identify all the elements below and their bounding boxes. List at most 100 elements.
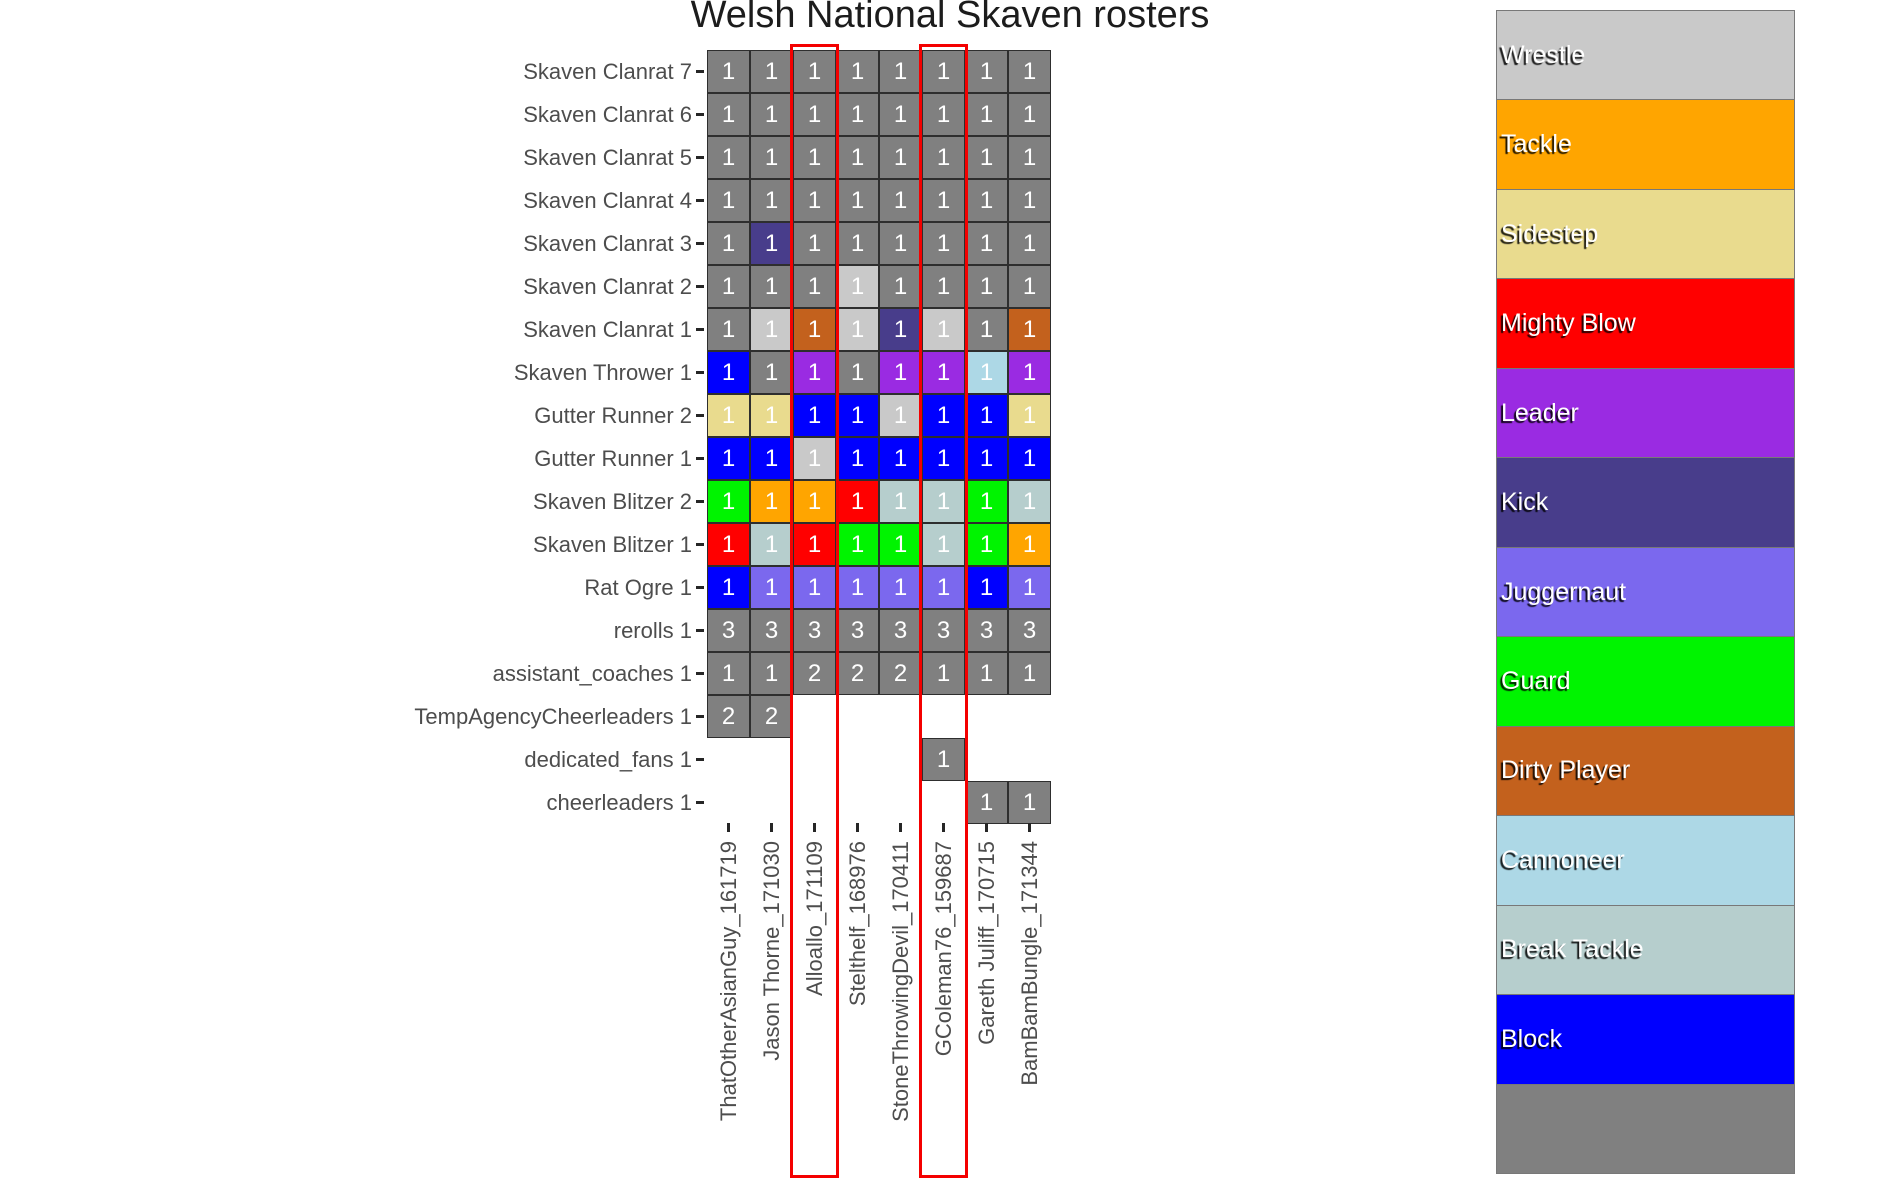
- legend-item: Wrestle: [1497, 11, 1794, 101]
- heatmap-cell: 1: [922, 566, 965, 609]
- heatmap-cell: 1: [922, 265, 965, 308]
- heatmap-cell: 1: [793, 308, 836, 351]
- heatmap-cell: 1: [965, 566, 1008, 609]
- heatmap-cell: 1: [750, 566, 793, 609]
- row-label: dedicated_fans 1: [524, 747, 692, 772]
- chart-title: Welsh National Skaven rosters: [690, 0, 1210, 36]
- column-tick: [727, 823, 730, 832]
- column-label: Gareth Juliff_170715: [973, 841, 999, 1045]
- heatmap-cell: 1: [965, 652, 1008, 695]
- heatmap-cell: 1: [793, 437, 836, 480]
- heatmap-cell: 1: [750, 93, 793, 136]
- heatmap-cell: 1: [879, 50, 922, 93]
- row-tick: [696, 715, 704, 718]
- legend-item: Break Tackle: [1497, 905, 1794, 996]
- heatmap-cell: 1: [836, 136, 879, 179]
- row-tick: [696, 672, 704, 675]
- heatmap-cell: 1: [793, 222, 836, 265]
- column-tick: [942, 823, 945, 832]
- heatmap-cell: 1: [750, 523, 793, 566]
- column-label: ThatOtherAsianGuy_161719: [715, 841, 741, 1122]
- row-tick: [696, 758, 704, 761]
- heatmap-cell: 1: [836, 265, 879, 308]
- legend-item: Juggernaut: [1497, 547, 1794, 638]
- column-tick: [856, 823, 859, 832]
- heatmap-cell: 1: [965, 50, 1008, 93]
- heatmap-cell: 1: [965, 781, 1008, 824]
- heatmap-cell: 1: [965, 265, 1008, 308]
- heatmap-cell: 1: [793, 523, 836, 566]
- row-tick: [696, 328, 704, 331]
- heatmap-cell: 1: [836, 351, 879, 394]
- legend-item: Block: [1497, 995, 1794, 1085]
- heatmap-cell: 1: [1008, 781, 1051, 824]
- heatmap-cell: 1: [1008, 394, 1051, 437]
- heatmap-cell: 1: [965, 93, 1008, 136]
- heatmap-cell: 1: [836, 523, 879, 566]
- heatmap-cell: 1: [793, 351, 836, 394]
- row-label: Skaven Thrower 1: [513, 360, 692, 385]
- row-label: Skaven Clanrat 2: [523, 274, 692, 299]
- row-label: Skaven Clanrat 3: [523, 231, 692, 256]
- heatmap-cell: 1: [793, 566, 836, 609]
- heatmap-cell: 1: [750, 222, 793, 265]
- heatmap-cell: 1: [793, 50, 836, 93]
- legend-item: Sidestep: [1497, 189, 1794, 280]
- row-tick: [696, 199, 704, 202]
- heatmap-cell: 1: [750, 136, 793, 179]
- row-label: Skaven Clanrat 6: [523, 102, 692, 127]
- heatmap-cell: 1: [922, 136, 965, 179]
- heatmap-cell: 1: [750, 179, 793, 222]
- legend-item: Kick: [1497, 458, 1794, 548]
- heatmap-cell: 1: [793, 136, 836, 179]
- heatmap-cell: 1: [707, 394, 750, 437]
- heatmap-cell: 1: [1008, 222, 1051, 265]
- heatmap-cell: 1: [879, 265, 922, 308]
- heatmap-cell: 1: [879, 93, 922, 136]
- heatmap-cell: 1: [1008, 308, 1051, 351]
- heatmap-cell: 3: [1008, 609, 1051, 652]
- heatmap-cell: 3: [922, 609, 965, 652]
- heatmap-cell: 1: [965, 437, 1008, 480]
- heatmap-cell: 1: [879, 351, 922, 394]
- heatmap-cell: 1: [836, 50, 879, 93]
- row-tick: [696, 414, 704, 417]
- heatmap-cell: 1: [750, 437, 793, 480]
- heatmap-cell: 1: [793, 179, 836, 222]
- heatmap-cell: 1: [793, 93, 836, 136]
- heatmap-cell: 3: [836, 609, 879, 652]
- column-label: StoneThrowingDevil_170411: [887, 841, 913, 1122]
- heatmap-cell: 1: [707, 566, 750, 609]
- row-label: Skaven Clanrat 7: [523, 59, 692, 84]
- row-label: Skaven Blitzer 2: [533, 489, 692, 514]
- heatmap-cell: 1: [922, 394, 965, 437]
- heatmap-cell: 1: [922, 50, 965, 93]
- heatmap-cell: 1: [750, 50, 793, 93]
- heatmap-cell: 1: [707, 480, 750, 523]
- legend-item: Mighty Blow: [1497, 279, 1794, 369]
- row-label: Skaven Clanrat 5: [523, 145, 692, 170]
- heatmap-cell: 1: [879, 222, 922, 265]
- heatmap-cell: 1: [922, 93, 965, 136]
- row-tick: [696, 457, 704, 460]
- heatmap-cell: 1: [879, 394, 922, 437]
- heatmap-cell: 1: [922, 437, 965, 480]
- heatmap-cell: 3: [965, 609, 1008, 652]
- heatmap-cell: 1: [922, 523, 965, 566]
- heatmap-cell: 1: [836, 437, 879, 480]
- heatmap-cell: 2: [836, 652, 879, 695]
- column-label: Alloallo_171109: [801, 841, 827, 996]
- heatmap-cell: 1: [793, 394, 836, 437]
- column-label: Stelthelf_168976: [844, 841, 870, 1007]
- heatmap-cell: 1: [922, 652, 965, 695]
- heatmap-cell: 1: [879, 308, 922, 351]
- row-label: Rat Ogre 1: [584, 575, 692, 600]
- row-tick: [696, 242, 704, 245]
- heatmap-cell: 1: [965, 394, 1008, 437]
- heatmap-cell: 1: [1008, 652, 1051, 695]
- heatmap-cell: 1: [922, 308, 965, 351]
- heatmap-cell: 1: [922, 738, 965, 781]
- heatmap-cell: 1: [707, 222, 750, 265]
- heatmap-cell: 1: [793, 480, 836, 523]
- heatmap-cell: 1: [879, 523, 922, 566]
